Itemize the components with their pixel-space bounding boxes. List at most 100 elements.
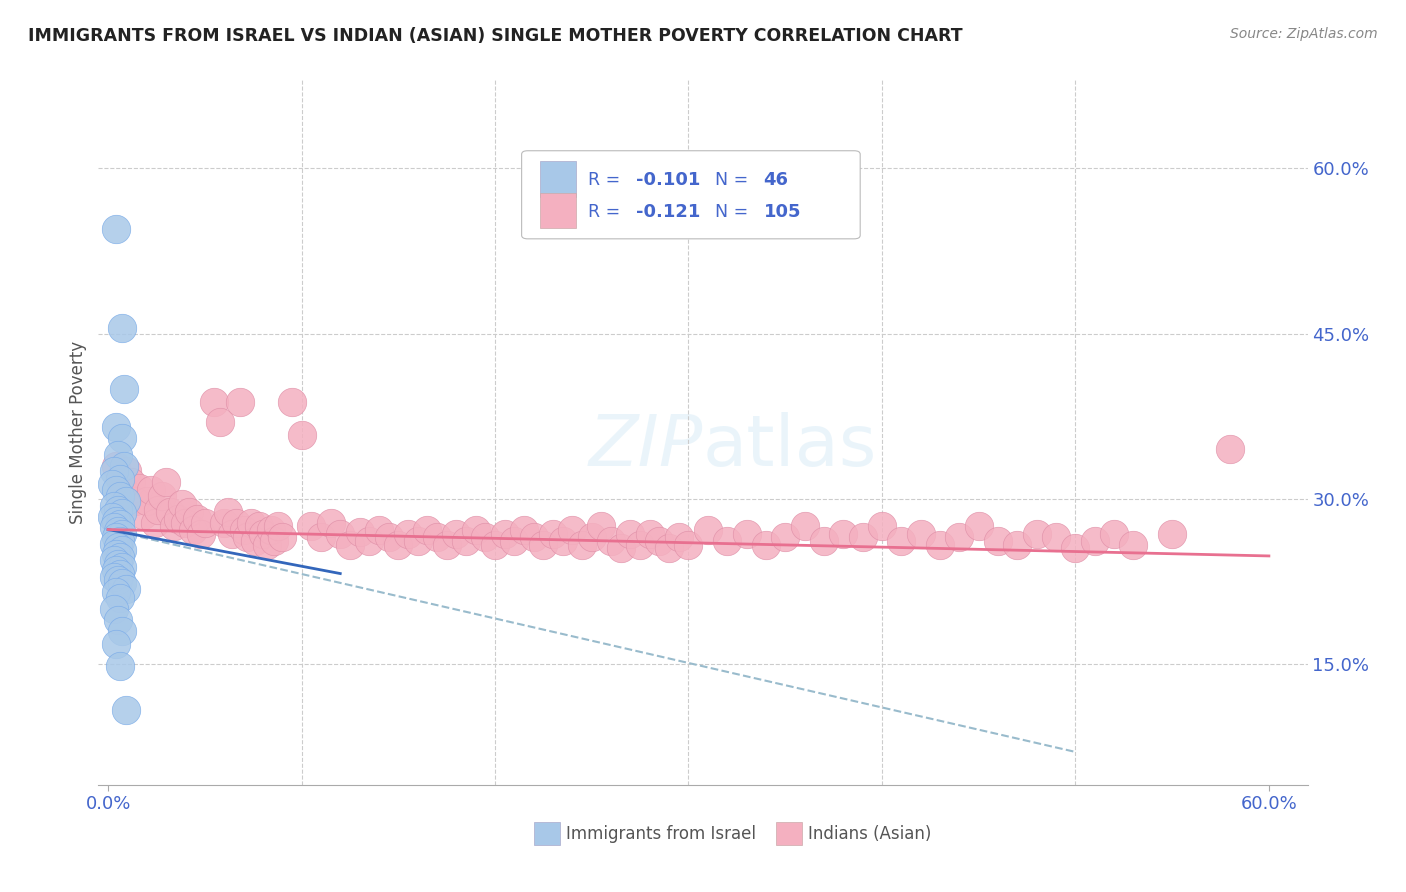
Point — [120, 475, 142, 490]
Point — [474, 530, 496, 544]
Point — [987, 533, 1010, 548]
Point — [929, 538, 952, 552]
Text: Immigrants from Israel: Immigrants from Israel — [567, 824, 756, 843]
Text: N =: N = — [716, 171, 754, 189]
Point — [166, 511, 188, 525]
Point — [290, 427, 312, 442]
Point — [696, 523, 718, 537]
Point — [735, 527, 758, 541]
Point — [406, 533, 429, 548]
Point — [194, 516, 217, 530]
Point — [174, 516, 197, 530]
Point — [204, 394, 226, 409]
Point — [112, 483, 135, 497]
Point — [104, 585, 127, 599]
Point — [190, 527, 212, 541]
Point — [170, 497, 193, 511]
Point — [114, 582, 136, 596]
Point — [103, 570, 125, 584]
Point — [813, 533, 835, 548]
Point — [619, 527, 641, 541]
Point — [263, 533, 285, 548]
Point — [513, 523, 536, 537]
Point — [232, 523, 254, 537]
Point — [228, 394, 250, 409]
Point — [225, 516, 247, 530]
Point — [221, 527, 243, 541]
Point — [638, 527, 661, 541]
Point — [139, 483, 162, 497]
Point — [1025, 527, 1047, 541]
Point — [107, 540, 129, 554]
Point — [112, 458, 135, 473]
Point — [523, 530, 546, 544]
Point — [103, 537, 125, 551]
Point — [114, 703, 136, 717]
Point — [108, 566, 131, 581]
Point — [108, 591, 131, 605]
Text: -0.101: -0.101 — [637, 171, 700, 189]
Point — [1007, 538, 1029, 552]
Point — [1045, 530, 1067, 544]
Bar — [540, 193, 576, 228]
Point — [104, 222, 127, 236]
Point — [436, 538, 458, 552]
Point — [108, 533, 131, 548]
Point — [236, 530, 259, 544]
Point — [678, 538, 700, 552]
Point — [103, 520, 125, 534]
Point — [377, 530, 399, 544]
Point — [111, 576, 134, 591]
Point — [416, 523, 439, 537]
Point — [773, 530, 796, 544]
Point — [832, 527, 855, 541]
Point — [494, 527, 516, 541]
Point — [551, 533, 574, 548]
Point — [186, 511, 208, 525]
Y-axis label: Single Mother Poverty: Single Mother Poverty — [69, 341, 87, 524]
FancyBboxPatch shape — [522, 151, 860, 239]
Point — [148, 502, 170, 516]
Point — [368, 523, 391, 537]
Point — [111, 624, 134, 638]
Point — [648, 533, 671, 548]
Point — [259, 523, 281, 537]
Point — [256, 538, 278, 552]
Point — [111, 543, 134, 558]
Point — [247, 519, 270, 533]
Point — [104, 563, 127, 577]
Point — [1161, 527, 1184, 541]
Point — [426, 530, 449, 544]
Point — [446, 527, 468, 541]
Point — [217, 505, 239, 519]
Point — [1064, 541, 1087, 556]
Point — [319, 516, 342, 530]
Point — [159, 505, 181, 519]
Point — [281, 394, 304, 409]
Point — [339, 538, 361, 552]
Point — [111, 560, 134, 574]
Point — [948, 530, 970, 544]
Point — [890, 533, 912, 548]
Point — [107, 613, 129, 627]
Point — [852, 530, 875, 544]
Point — [531, 538, 554, 552]
Point — [329, 527, 352, 541]
Point — [111, 431, 134, 445]
Text: atlas: atlas — [703, 412, 877, 481]
Point — [108, 472, 131, 486]
Point — [600, 533, 623, 548]
Point — [135, 494, 157, 508]
Point — [104, 547, 127, 561]
Text: R =: R = — [588, 203, 626, 221]
Point — [111, 506, 134, 520]
Point — [299, 519, 322, 533]
Point — [396, 527, 419, 541]
Point — [104, 530, 127, 544]
Point — [103, 602, 125, 616]
Point — [359, 533, 381, 548]
Point — [267, 519, 290, 533]
Bar — [776, 822, 803, 845]
Point — [103, 464, 125, 478]
Point — [240, 516, 263, 530]
